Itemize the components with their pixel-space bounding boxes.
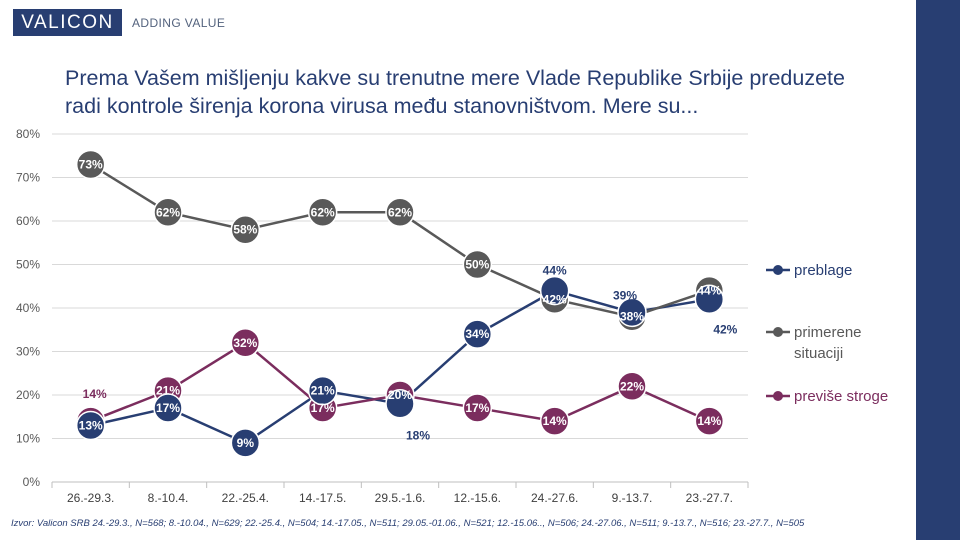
source-note: Izvor: Valicon SRB 24.-29.3., N=568; 8.-… — [11, 518, 805, 529]
series-3-data-label: 17% — [465, 401, 489, 415]
series-3-data-label: 32% — [233, 336, 257, 350]
series-2-data-label: 62% — [388, 205, 412, 219]
y-tick-label: 50% — [16, 258, 40, 272]
x-tick-label: 23.-27.7. — [686, 491, 733, 505]
valicon-logo: VALICON — [13, 9, 122, 36]
legend-marker — [773, 265, 783, 275]
brand-sidebar — [916, 0, 960, 540]
series-1-marker — [462, 319, 493, 349]
x-tick-label: 26.-29.3. — [67, 491, 114, 505]
legend-marker — [773, 327, 783, 337]
series-3-data-label: 14% — [543, 414, 567, 428]
y-tick-label: 40% — [16, 301, 40, 315]
series-1-data-label: 44% — [543, 264, 567, 278]
x-tick-label: 24.-27.6. — [531, 491, 578, 505]
series-1-marker — [153, 393, 183, 423]
legend-label: primerene — [794, 324, 862, 341]
series-1-data-label: 17% — [156, 401, 180, 415]
series-1-data-label: 13% — [79, 418, 103, 432]
chart-title: Prema Vašem mišljenju kakve su trenutne … — [65, 64, 885, 120]
series-2-data-label: 58% — [233, 223, 257, 237]
series-2-marker — [230, 214, 261, 245]
series-2-data-label: 42% — [543, 292, 567, 306]
series-3-data-label: 22% — [620, 379, 644, 393]
series-1-marker — [307, 375, 338, 406]
series-2-marker — [385, 197, 415, 228]
series-2-marker — [462, 249, 493, 280]
series-2-data-label: 62% — [311, 205, 335, 219]
series-1-marker — [75, 410, 106, 441]
series-3-data-label: 17% — [311, 401, 335, 415]
x-tick-label: 12.-15.6. — [454, 491, 501, 505]
y-tick-label: 60% — [16, 214, 40, 228]
series-2-data-label: 73% — [79, 157, 103, 171]
series-1-data-label: 42% — [713, 322, 737, 336]
x-tick-label: 9.-13.7. — [612, 491, 653, 505]
series-1-marker — [230, 428, 261, 458]
series-1-marker — [385, 388, 415, 419]
series-1-data-label: 39% — [613, 288, 637, 302]
series-3-marker — [230, 328, 261, 358]
series-2-data-label: 50% — [465, 258, 489, 272]
tagline: ADDING VALUE — [132, 16, 226, 30]
y-tick-label: 10% — [16, 432, 40, 446]
series-1-data-label: 34% — [465, 327, 489, 341]
series-1-data-label: 9% — [237, 436, 255, 450]
legend-label: situaciji — [794, 345, 843, 362]
legend-marker — [773, 391, 783, 401]
series-3-data-label: 20% — [388, 388, 412, 402]
series-3-data-label: 14% — [697, 414, 721, 428]
legend-label: previše stroge — [794, 388, 888, 405]
y-tick-label: 0% — [23, 475, 41, 489]
series-3-data-label: 21% — [156, 384, 180, 398]
y-tick-label: 20% — [16, 388, 40, 402]
series-1-data-label: 18% — [406, 429, 430, 443]
series-3-marker — [462, 393, 493, 423]
series-3-marker — [539, 406, 570, 436]
series-2-marker — [307, 197, 338, 228]
series-1-marker — [617, 297, 647, 328]
x-tick-label: 14.-17.5. — [299, 491, 346, 505]
series-1-marker — [694, 284, 725, 315]
series-3-marker — [617, 371, 647, 402]
y-tick-label: 70% — [16, 171, 40, 185]
series-2-marker — [75, 149, 106, 180]
series-1-marker — [539, 275, 570, 306]
series-2-data-label: 38% — [620, 310, 644, 324]
x-tick-label: 8.-10.4. — [148, 491, 189, 505]
x-tick-label: 29.5.-1.6. — [375, 491, 426, 505]
series-3-data-label: 14% — [83, 387, 107, 401]
series-1-data-label: 21% — [311, 384, 335, 398]
chart-title-line-2: radi kontrole širenja korona virusa među… — [65, 94, 699, 118]
series-2-data-label: 44% — [697, 284, 721, 298]
legend-label: preblage — [794, 262, 852, 279]
y-tick-label: 80% — [16, 127, 40, 141]
series-3-marker — [694, 406, 725, 436]
x-tick-label: 22.-25.4. — [222, 491, 269, 505]
y-tick-label: 30% — [16, 345, 40, 359]
chart-title-line-1: Prema Vašem mišljenju kakve su trenutne … — [65, 66, 845, 90]
series-2-data-label: 62% — [156, 205, 180, 219]
series-2-marker — [153, 197, 183, 228]
